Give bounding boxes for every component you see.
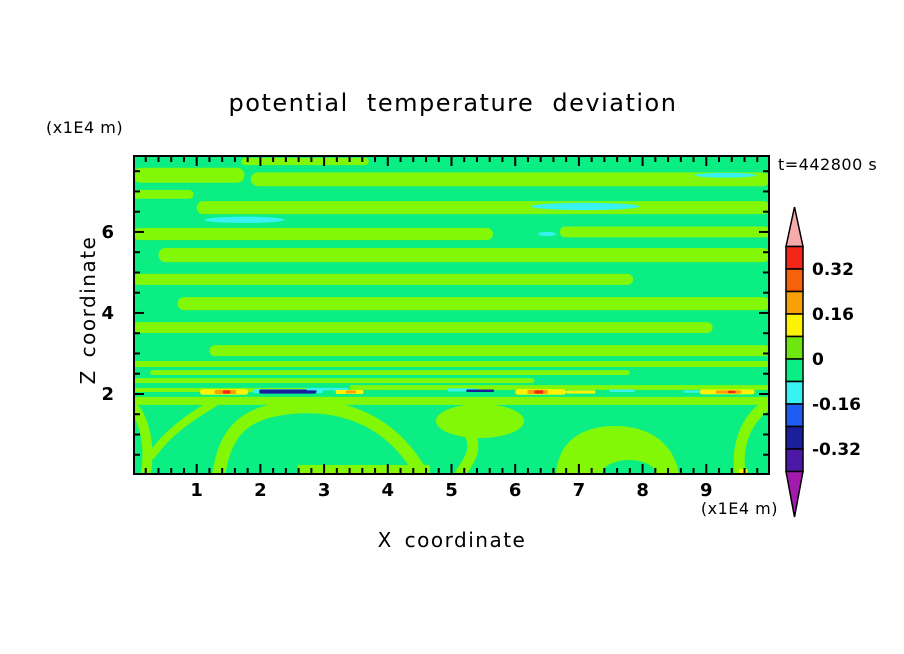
x-tick-label: 6 [509, 480, 522, 501]
contour-band [559, 226, 769, 238]
inversion-layer-feature [466, 389, 495, 392]
contour-cyan-patch [204, 216, 285, 224]
colorbar-box [785, 268, 804, 293]
x-tick-label: 4 [382, 480, 395, 501]
colorbar-box [785, 448, 804, 473]
colorbar-box [785, 425, 804, 450]
x-tick-label: 7 [573, 480, 586, 501]
colorbar-box [785, 335, 804, 360]
contour-band [158, 247, 769, 263]
colorbar-box [785, 245, 804, 270]
inversion-layer-feature [222, 390, 231, 394]
colorbar-tick-label: 0.32 [812, 260, 854, 280]
plot-border [133, 155, 770, 475]
colorbar-tick-label: -0.32 [812, 440, 861, 460]
contour-band [250, 172, 769, 187]
colorbar-tick-label: 0.16 [812, 305, 854, 325]
convective-cell [134, 402, 153, 474]
convective-cell [148, 399, 218, 459]
convective-cell [733, 397, 769, 474]
contour-band [134, 273, 634, 285]
colorbar-box [785, 380, 804, 405]
colorbar-over-arrow [785, 206, 804, 248]
plot-title: potential temperature deviation [229, 89, 678, 117]
contour-cyan-patch [531, 202, 640, 211]
x-tick-label: 3 [318, 480, 331, 501]
z-tick-label: 2 [101, 384, 114, 405]
inversion-layer-feature [259, 389, 317, 394]
colorbar-box [785, 403, 804, 428]
x-tick-label: 5 [445, 480, 458, 501]
contour-band [134, 396, 769, 405]
x-axis-unit-label: (x1E4 m) [701, 499, 778, 518]
contour-band [196, 201, 769, 215]
convective-cell [556, 425, 679, 473]
contour-cyan-patch [538, 231, 556, 237]
z-tick-label: 4 [101, 303, 114, 324]
contour-band [134, 322, 713, 334]
plot-frame-and-ticks [133, 155, 770, 475]
contour-band [150, 370, 630, 375]
colorbar-tick-label: 0 [812, 350, 824, 370]
colorbar-box [785, 313, 804, 338]
time-annotation: t=442800 s [778, 155, 877, 174]
inversion-layer-feature [306, 387, 349, 391]
inversion-layer-feature [566, 390, 596, 394]
inversion-layer-feature [609, 389, 635, 392]
x-tick-label: 8 [636, 480, 649, 501]
x-tick-label: 2 [254, 480, 267, 501]
inversion-layer-feature [345, 390, 356, 394]
inversion-layer-feature [534, 390, 544, 394]
contour-cyan-patch [694, 172, 757, 178]
contour-band [134, 167, 245, 183]
contour-band [177, 297, 769, 311]
contour-band [209, 345, 769, 357]
contour-band [134, 189, 194, 199]
colorbar-tick-label: -0.16 [812, 395, 861, 415]
contour-plot-area [134, 156, 769, 474]
inversion-layer-feature [738, 468, 748, 473]
contour-band [134, 360, 769, 368]
colorbar-box [785, 358, 804, 383]
y-axis-unit-label: (x1E4 m) [46, 118, 123, 137]
colorbar: 0.32 0.16 0 -0.16 -0.32 [785, 206, 861, 518]
z-axis-title: Z coordinate [76, 236, 100, 385]
x-tick-label: 9 [700, 480, 713, 501]
contour-band [134, 227, 493, 241]
convective-cell [436, 404, 524, 438]
inversion-layer-feature [727, 390, 736, 394]
x-axis-title: X coordinate [378, 528, 527, 552]
colorbar-under-arrow [785, 470, 804, 518]
convective-cell [212, 400, 428, 474]
convective-cell [298, 465, 430, 474]
x-tick-label: 1 [190, 480, 203, 501]
z-tick-label: 6 [101, 222, 114, 243]
colorbar-box [785, 290, 804, 315]
convective-cell [455, 428, 479, 474]
contour-band [134, 378, 535, 384]
axis-tick-labels: 1 2 3 4 5 6 7 8 9 2 4 6 [101, 222, 712, 501]
